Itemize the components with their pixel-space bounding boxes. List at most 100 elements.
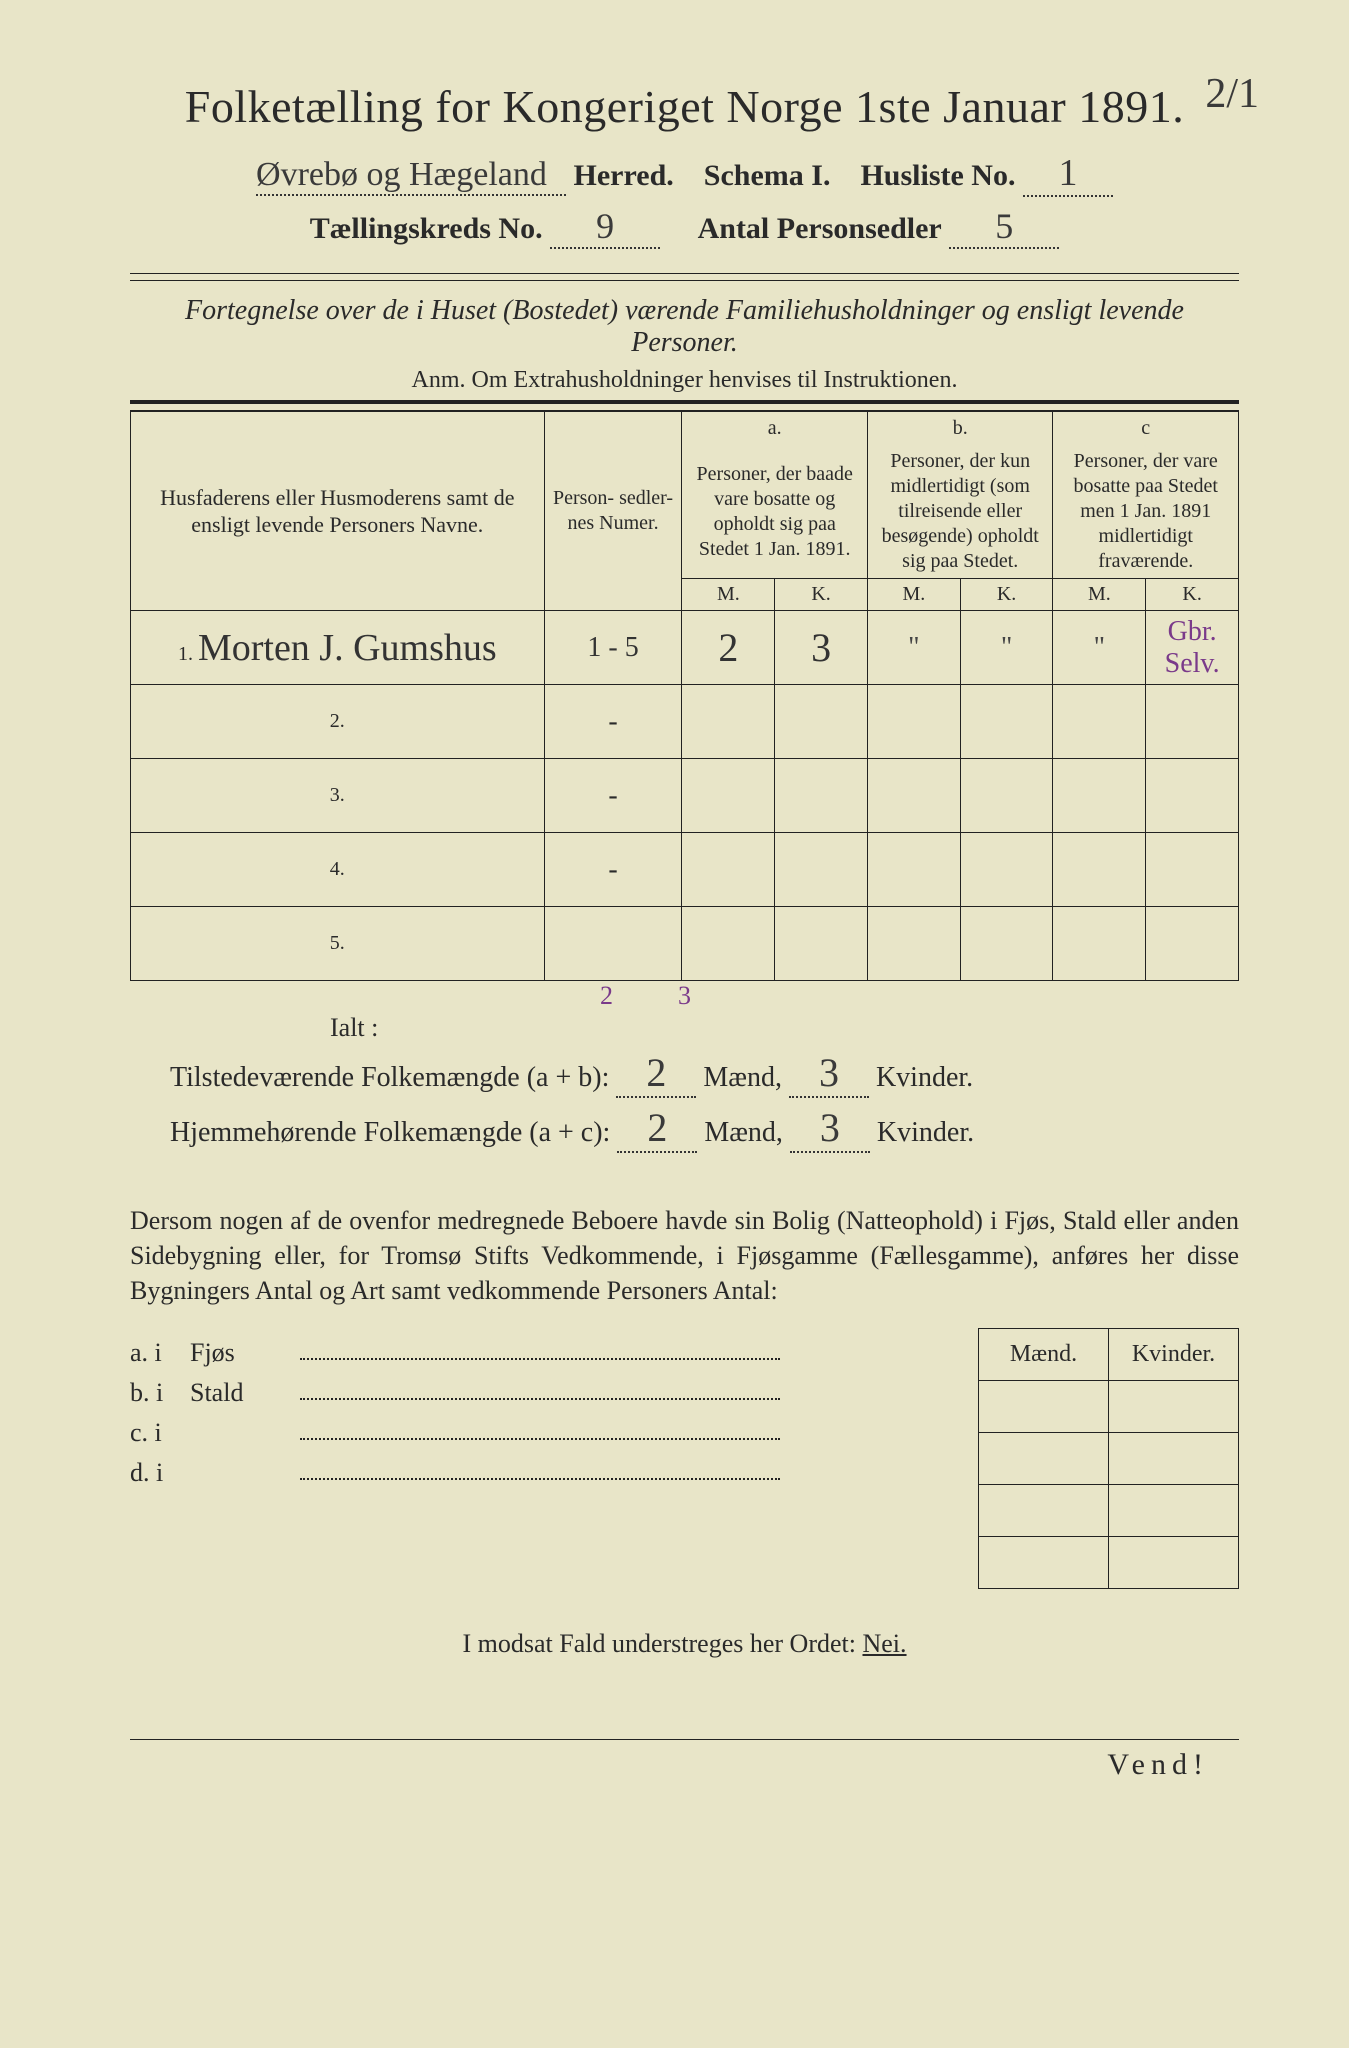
anm-note: Anm. Om Extrahusholdninger henvises til … [130,367,1239,394]
schema-label: Schema I. [704,159,831,192]
col-a-top: a. [682,412,868,446]
building-row: d. i [130,1458,978,1488]
ialt-label: Ialt : [330,1013,1239,1043]
col-b-top: b. [867,412,1053,446]
households-table: Husfaderens eller Husmoderens samt de en… [130,411,1239,981]
colsum-k: 3 [678,981,691,1011]
col-c-k: K. [1146,579,1239,611]
husliste-no: 1 [1023,151,1113,197]
bld-head-k: Kvinder. [1109,1329,1239,1381]
bld-c-k [1109,1485,1239,1537]
nei-label: I modsat Fald understreges her Ordet: [462,1629,856,1658]
title: Folketælling for Kongeriget Norge 1ste J… [130,80,1239,133]
totals-line-2: Hjemmehørende Folkemængde (a + c): 2 Mæn… [170,1104,1239,1153]
row-aK [775,685,868,759]
antal-value: 5 [949,205,1059,249]
husliste-label: Husliste No. [860,159,1015,192]
row-cK [1146,907,1239,981]
row-num: 5. [131,907,545,981]
row-bM [867,907,960,981]
col-b-m: M. [867,579,960,611]
col-a-m: M. [682,579,775,611]
table-row: 2.- [131,685,1239,759]
tot2-label: Hjemmehørende Folkemængde (a + c): [170,1117,610,1148]
row-cM [1053,759,1146,833]
row-cM [1053,907,1146,981]
building-row: a. iFjøs [130,1338,978,1368]
kvinder-label-1: Kvinder. [876,1062,973,1093]
bld-head-m: Mænd. [979,1329,1109,1381]
col-name-header: Husfaderens eller Husmoderens samt de en… [131,412,545,611]
nei-line: I modsat Fald understreges her Ordet: Ne… [130,1629,1239,1659]
buildings-mk-table: Mænd. Kvinder. [978,1328,1239,1589]
row-cM: " [1053,611,1146,685]
row-aM: 2 [682,611,775,685]
row-bM [867,759,960,833]
header-line-2: Øvrebø og Hægeland Herred. Schema I. Hus… [130,151,1239,197]
antal-label: Antal Personsedler [698,212,942,245]
row-psed: - [544,833,682,907]
row-num: 4. [131,833,545,907]
col-b-k: K. [960,579,1053,611]
bld-a-m [979,1381,1109,1433]
building-row: c. i [130,1418,978,1448]
maend-label-2: Mænd, [704,1117,783,1148]
row-num: 3. [131,759,545,833]
row-bK: " [960,611,1053,685]
row-cK [1146,685,1239,759]
row-cK: Gbr. Selv. [1146,611,1239,685]
kreds-label: Tællingskreds No. [310,212,543,245]
tot2-m: 2 [617,1104,697,1153]
table-row: 4.- [131,833,1239,907]
row-aK [775,907,868,981]
row-num: 1. Morten J. Gumshus [131,611,545,685]
nei-word: Nei. [862,1629,906,1658]
row-bM: " [867,611,960,685]
row-aM [682,907,775,981]
row-bK [960,685,1053,759]
row-cM [1053,685,1146,759]
col-c-header: Personer, der vare bosatte paa Stedet me… [1053,445,1239,579]
tot2-k: 3 [790,1104,870,1153]
row-aK: 3 [775,611,868,685]
row-aK [775,833,868,907]
bld-b-m [979,1433,1109,1485]
row-psed [544,907,682,981]
bld-c-m [979,1485,1109,1537]
table-row: 1. Morten J. Gumshus1 - 523"""Gbr. Selv. [131,611,1239,685]
subtitle: Fortegnelse over de i Huset (Bostedet) v… [130,295,1239,359]
col-c-m: M. [1053,579,1146,611]
row-aM [682,833,775,907]
row-psed: 1 - 5 [544,611,682,685]
bld-d-m [979,1537,1109,1589]
col-a-k: K. [775,579,868,611]
herred-value: Øvrebø og Hægeland [256,156,566,196]
row-bK [960,907,1053,981]
row-cM [1053,833,1146,907]
row-num: 2. [131,685,545,759]
tot1-k: 3 [789,1049,869,1098]
bld-b-k [1109,1433,1239,1485]
row-bM [867,685,960,759]
tot1-label: Tilstedeværende Folkemængde (a + b): [170,1062,609,1093]
row-bK [960,759,1053,833]
col-c-top: c [1053,412,1239,446]
row-aK [775,759,868,833]
building-row: b. iStald [130,1378,978,1408]
totals-line-1: Tilstedeværende Folkemængde (a + b): 2 M… [170,1049,1239,1098]
row-cK [1146,759,1239,833]
row-aM [682,685,775,759]
bld-d-k [1109,1537,1239,1589]
header-line-3: Tællingskreds No. 9 Antal Personsedler 5 [130,205,1239,249]
vend: Vend! [130,1739,1239,1782]
table-row: 5. [131,907,1239,981]
buildings-paragraph: Dersom nogen af de ovenfor medregnede Be… [130,1203,1239,1308]
maend-label-1: Mænd, [703,1062,782,1093]
page-number: 2/1 [1205,70,1259,118]
tot1-m: 2 [616,1049,696,1098]
herred-label: Herred. [574,159,674,192]
row-cK [1146,833,1239,907]
table-row: 3.- [131,759,1239,833]
kreds-no: 9 [550,205,660,249]
row-psed: - [544,759,682,833]
